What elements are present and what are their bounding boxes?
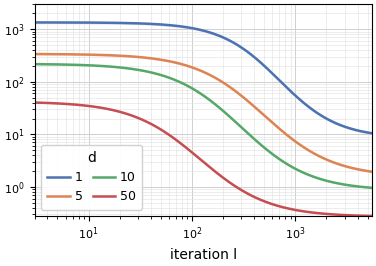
5: [370, 170, 374, 173]
50: [92, 105, 97, 108]
10: [286, 163, 291, 167]
Line: 50: 50: [35, 102, 372, 216]
1: [32, 21, 37, 24]
1: [92, 21, 97, 24]
50: [119, 111, 123, 114]
10: [231, 118, 235, 122]
50: [258, 198, 262, 201]
50: [185, 147, 190, 150]
50: [286, 207, 291, 210]
1: [370, 132, 374, 135]
5: [231, 88, 235, 91]
5: [286, 135, 291, 138]
5: [32, 52, 37, 56]
1: [286, 88, 291, 91]
Line: 10: 10: [35, 64, 372, 188]
50: [370, 214, 374, 218]
10: [92, 64, 97, 67]
10: [370, 186, 374, 189]
1: [231, 41, 235, 44]
1: [119, 21, 123, 24]
5: [92, 53, 97, 56]
5: [119, 54, 123, 57]
Line: 5: 5: [35, 54, 372, 172]
5: [258, 110, 262, 113]
10: [119, 66, 123, 69]
50: [32, 101, 37, 104]
1: [185, 26, 190, 29]
Legend: 1, 5, 10, 50: 1, 5, 10, 50: [41, 145, 142, 210]
50: [231, 183, 235, 186]
10: [32, 63, 37, 66]
5: [185, 64, 190, 67]
10: [185, 84, 190, 87]
10: [258, 142, 262, 146]
1: [258, 60, 262, 63]
Line: 1: 1: [35, 22, 372, 133]
X-axis label: iteration l: iteration l: [170, 248, 237, 262]
